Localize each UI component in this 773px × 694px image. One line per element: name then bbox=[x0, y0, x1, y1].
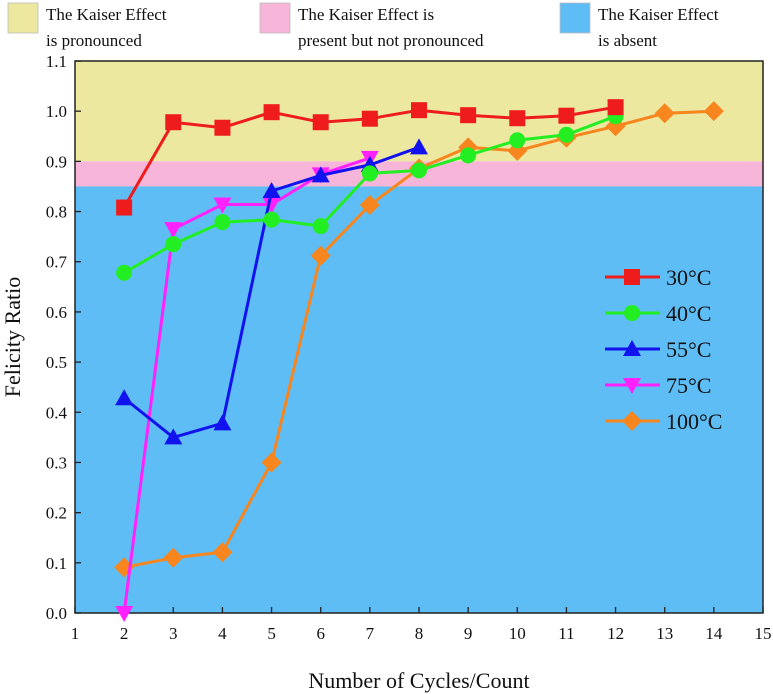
x-tick-label: 2 bbox=[120, 624, 129, 643]
x-tick-label: 4 bbox=[218, 624, 227, 643]
y-tick-label: 0.7 bbox=[46, 253, 68, 272]
data-point-55CC bbox=[262, 181, 281, 198]
data-point-55CC bbox=[213, 414, 232, 431]
x-tick-label: 1 bbox=[71, 624, 80, 643]
legend-marker-75CC bbox=[623, 378, 641, 394]
legend-label-100CC: 100°C bbox=[666, 409, 722, 434]
data-point-40CC bbox=[263, 211, 280, 228]
x-tick-label: 12 bbox=[607, 624, 624, 643]
y-tick-label: 0.9 bbox=[46, 152, 67, 171]
data-point-30CC bbox=[165, 114, 182, 131]
region-label-pronounced: is pronounced bbox=[46, 31, 142, 50]
legend-marker-30CC bbox=[624, 269, 640, 285]
data-point-40CC bbox=[116, 264, 133, 281]
y-tick-label: 0.5 bbox=[46, 353, 67, 372]
series-lines bbox=[114, 99, 724, 622]
y-tick-label: 1.0 bbox=[46, 102, 67, 121]
y-tick-label: 0.3 bbox=[46, 453, 67, 472]
data-point-40CC bbox=[411, 162, 427, 179]
data-point-40CC bbox=[460, 147, 477, 164]
legend-marker-100CC bbox=[622, 411, 642, 431]
region-legend: The Kaiser Effect is pronounced The Kaiser… bbox=[7, 2, 719, 50]
data-point-30CC bbox=[411, 102, 427, 119]
data-point-30CC bbox=[361, 110, 378, 127]
legend-marker-40CC bbox=[624, 305, 640, 321]
x-tick-label: 5 bbox=[267, 624, 276, 643]
legend-label-30CC: 30°C bbox=[666, 265, 711, 290]
legend-label-55CC: 55°C bbox=[666, 337, 711, 362]
y-tick-label: 0.1 bbox=[46, 554, 67, 573]
y-tick-label: 0.2 bbox=[46, 504, 67, 523]
data-point-40CC bbox=[558, 126, 575, 143]
data-point-100CC bbox=[261, 452, 282, 473]
y-axis-title: Felicity Ratio bbox=[0, 277, 25, 397]
data-point-100CC bbox=[163, 547, 184, 568]
x-tick-label: 14 bbox=[705, 624, 723, 643]
axes: 1 2 3 4 5 6 7 8 9 10 11 12 13 14 150.00.10.20.30.40.50… bbox=[46, 52, 772, 643]
data-point-100CC bbox=[212, 542, 233, 563]
data-point-30CC bbox=[558, 107, 575, 124]
data-point-75CC bbox=[164, 222, 183, 239]
data-point-55CC bbox=[410, 138, 428, 155]
data-point-40CC bbox=[361, 165, 378, 182]
data-point-75CC bbox=[115, 606, 134, 622]
series-line-75CC bbox=[122, 156, 371, 614]
x-axis-title: Number of Cycles/Count bbox=[308, 668, 529, 693]
data-point-40CC bbox=[312, 218, 329, 235]
data-point-30CC bbox=[312, 114, 329, 131]
region-label-pronounced: The Kaiser Effect bbox=[46, 5, 167, 24]
region-label-present: present but not pronounced bbox=[298, 31, 484, 50]
data-point-30CC bbox=[214, 119, 231, 136]
x-tick-label: 15 bbox=[755, 624, 772, 643]
data-point-55CC bbox=[311, 166, 330, 183]
data-point-55CC bbox=[164, 428, 183, 445]
region-swatch-present bbox=[259, 2, 291, 34]
region-swatch-pronounced bbox=[7, 2, 39, 34]
data-point-30CC bbox=[263, 104, 280, 121]
x-tick-label: 9 bbox=[464, 624, 473, 643]
effect-regions bbox=[75, 61, 763, 614]
x-tick-label: 10 bbox=[509, 624, 526, 643]
x-tick-label: 8 bbox=[415, 624, 424, 643]
x-tick-label: 13 bbox=[656, 624, 673, 643]
data-point-40CC bbox=[214, 214, 231, 231]
region-label-present: The Kaiser Effect is bbox=[298, 5, 434, 24]
region-label-absent: The Kaiser Effect bbox=[598, 5, 719, 24]
legend-label-40CC: 40°C bbox=[666, 301, 711, 326]
x-tick-label: 7 bbox=[366, 624, 375, 643]
legend-marker-55CC bbox=[623, 340, 641, 356]
data-point-75CC bbox=[213, 197, 232, 214]
y-tick-label: 0.0 bbox=[46, 604, 67, 623]
y-tick-label: 0.4 bbox=[46, 403, 68, 422]
y-tick-label: 1.1 bbox=[46, 52, 67, 71]
data-point-100CC bbox=[654, 103, 675, 124]
data-point-100CC bbox=[359, 195, 380, 216]
region-label-absent: is absent bbox=[598, 31, 657, 50]
x-tick-label: 3 bbox=[169, 624, 178, 643]
data-point-55CC bbox=[115, 389, 134, 406]
data-point-30CC bbox=[116, 199, 133, 216]
data-point-100CC bbox=[310, 245, 331, 266]
y-tick-label: 0.6 bbox=[46, 303, 67, 322]
legend: 30°C 40°C 55°C 75°C 100°C bbox=[605, 265, 722, 434]
region-swatch-absent bbox=[559, 2, 591, 34]
x-tick-label: 6 bbox=[316, 624, 325, 643]
data-point-40CC bbox=[165, 236, 182, 253]
legend-label-75CC: 75°C bbox=[666, 373, 711, 398]
x-tick-label: 11 bbox=[558, 624, 574, 643]
data-point-30CC bbox=[460, 107, 477, 124]
data-point-100CC bbox=[703, 101, 724, 122]
data-point-40CC bbox=[509, 132, 526, 149]
data-point-30CC bbox=[607, 99, 624, 116]
region-absent bbox=[75, 186, 763, 614]
y-tick-label: 0.8 bbox=[46, 203, 67, 222]
data-point-75CC bbox=[262, 197, 281, 214]
data-point-30CC bbox=[509, 110, 526, 127]
